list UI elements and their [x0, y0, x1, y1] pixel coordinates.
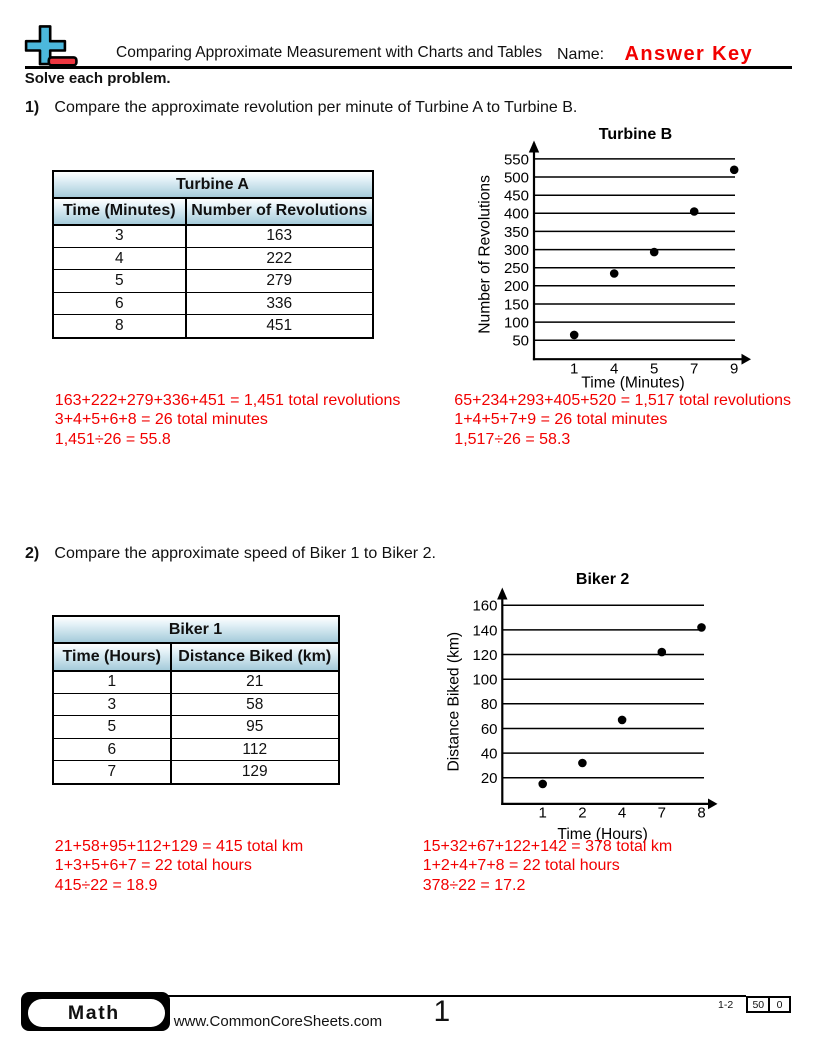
svg-text:Distance Biked (km): Distance Biked (km) [445, 632, 462, 772]
svg-text:100: 100 [504, 315, 529, 332]
svg-text:5: 5 [650, 360, 658, 377]
svg-text:4: 4 [610, 360, 618, 377]
svg-text:250: 250 [504, 260, 529, 277]
svg-text:Time (Minutes): Time (Minutes) [581, 374, 684, 391]
svg-text:150: 150 [504, 296, 529, 313]
svg-text:4: 4 [618, 805, 626, 822]
svg-text:60: 60 [481, 721, 498, 738]
svg-text:1: 1 [539, 805, 547, 822]
svg-text:20: 20 [481, 770, 498, 787]
svg-text:500: 500 [504, 169, 529, 186]
svg-text:Turbine B: Turbine B [599, 126, 672, 143]
svg-text:300: 300 [504, 242, 529, 259]
svg-text:Number of Revolutions: Number of Revolutions [477, 175, 494, 334]
svg-text:80: 80 [481, 696, 498, 713]
svg-text:7: 7 [690, 360, 698, 377]
svg-text:200: 200 [504, 278, 529, 295]
svg-text:8: 8 [697, 805, 705, 822]
svg-text:100: 100 [472, 672, 497, 689]
svg-text:2: 2 [578, 805, 586, 822]
svg-text:450: 450 [504, 188, 529, 205]
svg-text:140: 140 [472, 622, 497, 639]
svg-text:350: 350 [504, 224, 529, 241]
svg-text:160: 160 [472, 598, 497, 615]
svg-text:40: 40 [481, 746, 498, 763]
svg-text:9: 9 [730, 360, 738, 377]
svg-text:1: 1 [570, 360, 578, 377]
svg-text:400: 400 [504, 206, 529, 223]
svg-text:Biker 2: Biker 2 [576, 571, 629, 588]
svg-text:550: 550 [504, 151, 529, 168]
svg-text:Time (Hours): Time (Hours) [557, 826, 647, 843]
svg-text:50: 50 [512, 333, 529, 350]
svg-text:120: 120 [472, 647, 497, 664]
svg-text:7: 7 [658, 805, 666, 822]
